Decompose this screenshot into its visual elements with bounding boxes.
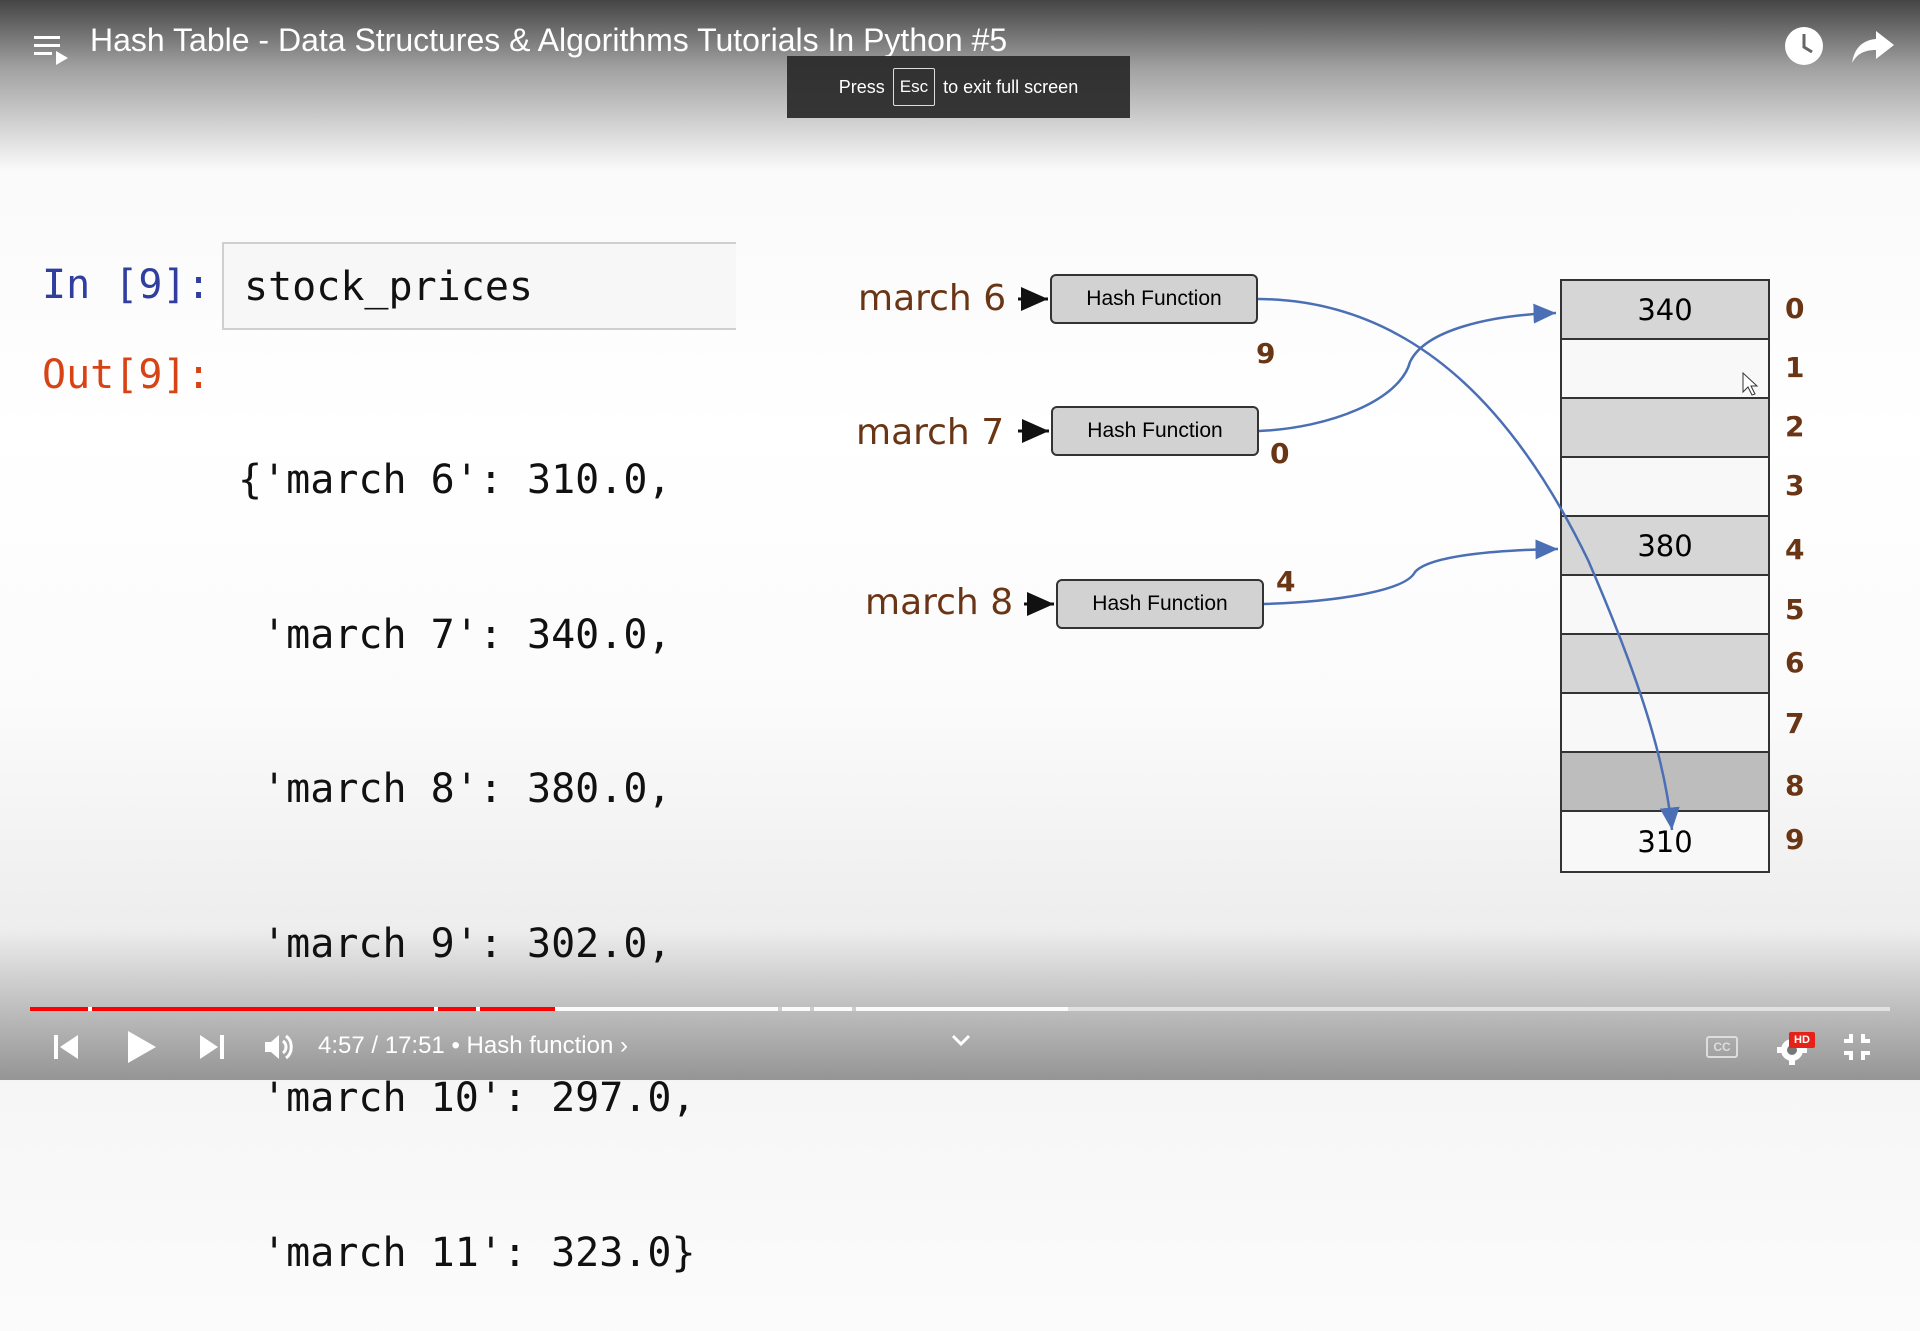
output-line: {'march 6': 310.0, <box>238 457 672 503</box>
toast-text: to exit full screen <box>943 76 1079 97</box>
code-cell[interactable]: stock_prices <box>222 242 736 330</box>
hash-function-box: Hash Function <box>1056 579 1264 629</box>
table-slot <box>1562 576 1768 635</box>
esc-key-badge: Esc <box>892 68 936 106</box>
progress-bar[interactable] <box>30 1007 1890 1011</box>
code-text: stock_prices <box>244 264 533 310</box>
hd-badge: HD <box>1789 1032 1815 1048</box>
table-index: 4 <box>1785 533 1805 566</box>
video-title[interactable]: Hash Table - Data Structures & Algorithm… <box>90 22 1008 58</box>
table-index: 8 <box>1785 769 1805 802</box>
table-index: 7 <box>1785 707 1805 740</box>
output-line: 'march 8': 380.0, <box>238 766 672 812</box>
table-index: 9 <box>1785 823 1805 856</box>
hash-function-box: Hash Function <box>1051 406 1259 456</box>
chapter-separator: • <box>451 1032 460 1059</box>
fullscreen-toast: Press Esc to exit full screen <box>787 56 1130 118</box>
out-prompt: Out[9]: <box>42 352 211 398</box>
table-slot <box>1562 399 1768 458</box>
table-slot: 380 <box>1562 517 1768 576</box>
previous-icon[interactable] <box>52 1032 82 1062</box>
chevron-down-icon[interactable] <box>950 1032 972 1048</box>
in-prompt: In [9]: <box>42 262 211 308</box>
captions-icon[interactable]: CC <box>1706 1036 1738 1058</box>
table-index: 5 <box>1785 593 1805 626</box>
chapter-marker <box>810 1007 814 1011</box>
exit-fullscreen-icon[interactable] <box>1842 1032 1872 1062</box>
output-line: 'march 10': 297.0, <box>238 1075 696 1121</box>
time-current-total: 4:57 / 17:51 <box>318 1032 445 1059</box>
map-arrow-march-6 <box>1257 297 1680 831</box>
output-line: 'march 11': 323.0} <box>238 1229 696 1276</box>
progress-played <box>30 1007 555 1011</box>
chapter-chevron-icon[interactable]: › <box>619 1032 628 1059</box>
playlist-icon[interactable] <box>32 32 72 68</box>
map-arrow-march-7 <box>1258 303 1557 433</box>
share-icon[interactable] <box>1850 25 1896 67</box>
table-slot <box>1562 694 1768 753</box>
hash-function-box: Hash Function <box>1050 274 1258 324</box>
hash-output-9: 9 <box>1256 337 1276 370</box>
output-line: 'march 9': 302.0, <box>238 919 696 971</box>
next-icon[interactable] <box>196 1032 226 1062</box>
key-label-march-6: march 6 <box>858 278 1007 319</box>
mouse-cursor-icon <box>1742 371 1759 396</box>
hash-output-0: 0 <box>1270 437 1290 470</box>
watch-later-icon[interactable] <box>1783 25 1825 67</box>
key-label-march-7: march 7 <box>856 412 1005 453</box>
table-index: 1 <box>1785 351 1805 384</box>
diagram-arrows <box>1018 287 1759 831</box>
key-label-march-8: march 8 <box>865 582 1014 623</box>
play-icon[interactable] <box>124 1028 158 1066</box>
toast-text: Press <box>838 76 885 97</box>
table-slot: 340 <box>1562 281 1768 340</box>
chapter-title[interactable]: Hash function <box>466 1032 614 1059</box>
table-slot <box>1562 458 1768 517</box>
table-slot <box>1562 635 1768 694</box>
table-index: 0 <box>1785 292 1805 325</box>
time-display: 4:57 / 17:51 • Hash function › <box>318 1032 628 1060</box>
table-index: 6 <box>1785 646 1805 679</box>
chapter-marker <box>476 1007 480 1011</box>
table-index: 2 <box>1785 410 1805 443</box>
output-line: 'march 7': 340.0, <box>238 611 672 658</box>
chapter-marker <box>852 1007 856 1011</box>
chapter-marker <box>434 1007 438 1011</box>
table-slot <box>1562 340 1768 399</box>
map-arrow-march-8 <box>1263 539 1559 606</box>
volume-icon[interactable] <box>262 1030 296 1064</box>
hash-output-4: 4 <box>1276 565 1296 598</box>
hash-table: 340 380 310 <box>1560 279 1770 873</box>
bottom-overlay <box>0 930 1920 1080</box>
table-index: 3 <box>1785 469 1805 502</box>
chapter-marker <box>88 1007 92 1011</box>
chapter-marker <box>778 1007 782 1011</box>
